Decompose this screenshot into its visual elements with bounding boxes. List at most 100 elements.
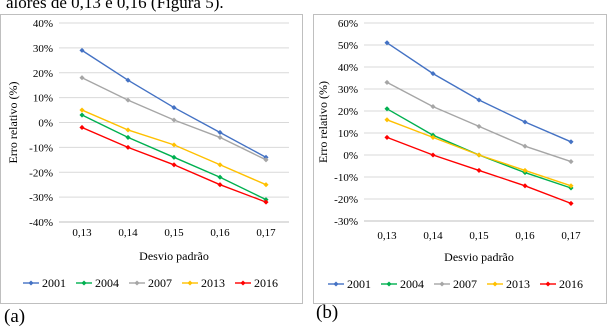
x-tick-label: 0,13 <box>377 230 397 242</box>
data-point-2004 <box>217 174 223 180</box>
data-point-2001 <box>522 119 528 125</box>
x-tick-label: 0,17 <box>256 227 276 239</box>
legend-item-2016: 2016 <box>235 276 278 290</box>
data-point-2007 <box>522 143 528 149</box>
y-tick-label: 0% <box>343 150 358 162</box>
data-point-2007 <box>171 117 177 123</box>
legend-swatch-marker <box>439 281 445 287</box>
data-point-2016 <box>522 183 528 189</box>
legend-item-2016: 2016 <box>540 277 583 291</box>
y-tick-label: 0% <box>38 118 53 130</box>
legend-item-2001: 2001 <box>23 276 66 290</box>
legend-label: 2007 <box>453 277 477 291</box>
data-point-2007 <box>384 79 390 85</box>
y-tick-label: -10% <box>334 172 358 184</box>
y-tick-label: 40% <box>338 62 358 74</box>
data-point-2016 <box>384 134 390 140</box>
legend-label: 2004 <box>400 277 424 291</box>
data-point-2016 <box>217 182 223 188</box>
line-chart-a: 40% 30% 20% 10% 0% -10% -20% -30% -40% 0,13 0,14 0,… <box>6 18 289 290</box>
legend-swatch-marker <box>545 281 551 287</box>
chart-panel-a: 40% 30% 20% 10% 0% -10% -20% -30% -40% 0,13 0,14 0,… <box>0 14 303 304</box>
data-point-2007 <box>125 97 131 103</box>
y-tick-label: -20% <box>29 167 53 179</box>
y-axis-title: Erro relativo (%) <box>6 82 20 164</box>
series-2016 <box>384 134 574 206</box>
data-point-2004 <box>171 154 177 160</box>
y-tick-label: 60% <box>338 18 358 30</box>
legend-swatch-marker <box>492 281 498 287</box>
data-point-2013 <box>79 107 85 113</box>
x-tick-label: 0,14 <box>118 227 138 239</box>
series-2004 <box>384 106 574 191</box>
panel-label-a: (a) <box>4 306 26 327</box>
legend-label: 2013 <box>506 277 530 291</box>
legend-item-2013: 2013 <box>182 276 225 290</box>
data-point-2016 <box>430 152 436 158</box>
data-point-2016 <box>125 144 131 150</box>
x-tick-label: 0,15 <box>164 227 184 239</box>
x-tick-label: 0,16 <box>515 230 535 242</box>
legend-item-2007: 2007 <box>434 277 477 291</box>
y-tick-label: 10% <box>33 93 53 105</box>
data-point-2007 <box>476 123 482 129</box>
x-tick-label: 0,17 <box>561 230 581 242</box>
y-tick-label: 20% <box>33 68 53 80</box>
data-point-2013 <box>125 127 131 133</box>
legend-item-2013: 2013 <box>487 277 530 291</box>
line-chart-b: 60% 50% 40% 30% 20% 10% 0% -10% -20% -30% 0,13 0,14… <box>316 18 594 291</box>
legend-item-2007: 2007 <box>129 276 172 290</box>
series-line-2007 <box>386 81 572 163</box>
data-point-2013 <box>263 182 269 188</box>
legend-swatch-marker <box>333 281 339 287</box>
series-2007 <box>79 75 269 163</box>
y-tick-label: 10% <box>338 128 358 140</box>
series-2004 <box>79 112 269 203</box>
y-tick-label: -20% <box>334 194 358 206</box>
legend-label: 2016 <box>254 276 278 290</box>
x-tick-label: 0,14 <box>423 230 443 242</box>
series-2007 <box>384 79 574 165</box>
legend-label: 2001 <box>42 276 66 290</box>
legend-swatch-marker <box>134 280 140 286</box>
data-point-2007 <box>79 75 85 81</box>
data-point-2001 <box>568 139 574 145</box>
legend-swatch-marker <box>187 280 193 286</box>
legend-swatch-marker <box>240 280 246 286</box>
legend-label: 2013 <box>201 276 225 290</box>
y-tick-label: 30% <box>33 43 53 55</box>
data-point-2013 <box>217 162 223 168</box>
chart-panel-b: 60% 50% 40% 30% 20% 10% 0% -10% -20% -30% 0,13 0,14… <box>313 14 607 304</box>
y-tick-label: 20% <box>338 106 358 118</box>
data-point-2007 <box>263 157 269 163</box>
legend-label: 2016 <box>559 277 583 291</box>
legend-item-2004: 2004 <box>76 276 119 290</box>
data-point-2016 <box>568 200 574 206</box>
y-tick-label: 50% <box>338 40 358 52</box>
series-2016 <box>79 124 269 205</box>
legend-item-2001: 2001 <box>328 277 371 291</box>
data-point-2016 <box>476 167 482 173</box>
data-point-2001 <box>217 129 223 135</box>
y-tick-label: -10% <box>29 142 53 154</box>
data-point-2013 <box>568 183 574 189</box>
data-point-2016 <box>79 124 85 131</box>
series-line-2001 <box>81 49 267 158</box>
y-tick-label: -40% <box>29 217 53 229</box>
data-point-2004 <box>125 134 131 140</box>
x-tick-label: 0,13 <box>72 227 92 239</box>
x-tick-label: 0,16 <box>210 227 230 239</box>
series-2013 <box>79 107 269 188</box>
data-point-2007 <box>217 134 223 140</box>
legend-swatch-marker <box>386 281 392 287</box>
data-point-2001 <box>79 47 85 53</box>
legend-swatch-marker <box>81 280 87 286</box>
legend-label: 2001 <box>347 277 371 291</box>
caption-text-fragment: alores de 0,13 e 0,16 (Figura 5). <box>6 0 224 12</box>
y-tick-label: 30% <box>338 84 358 96</box>
data-point-2013 <box>476 152 482 158</box>
y-tick-label: 40% <box>33 18 53 30</box>
data-point-2001 <box>171 105 177 111</box>
data-point-2013 <box>384 117 390 123</box>
x-axis-title: Desvio padrão <box>139 249 209 263</box>
